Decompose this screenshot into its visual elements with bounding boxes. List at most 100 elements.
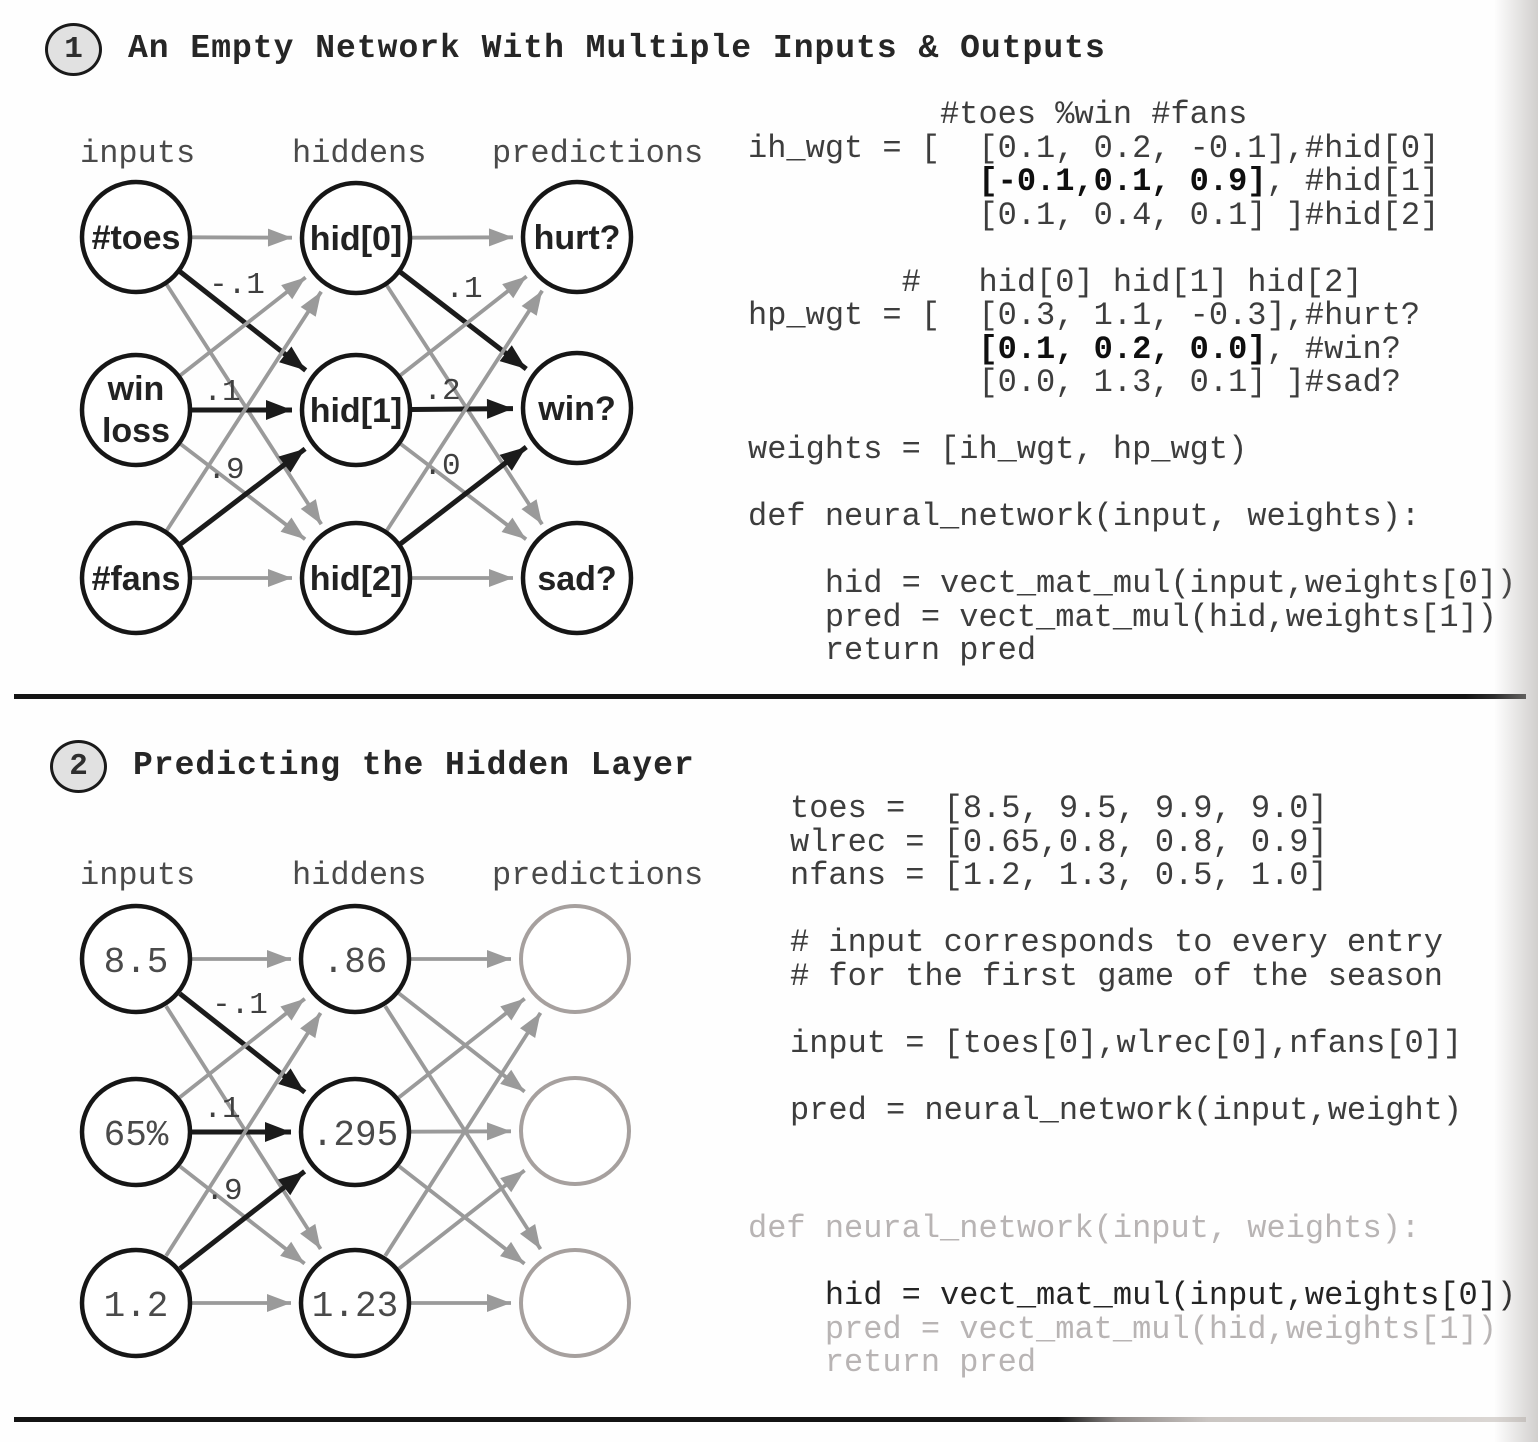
edge-i0-h1 [178, 269, 308, 373]
edge-i1-h2 [179, 442, 307, 541]
code-segment: [0.1, 0.4, 0.1] ]#hid[2] [748, 196, 1440, 234]
node-h2 [298, 1247, 412, 1359]
node-i0 [79, 179, 193, 295]
node-text-i1: win loss [102, 370, 170, 450]
edge-h1-p2 [398, 1164, 526, 1266]
edge-h0-p1 [398, 270, 528, 371]
edge-h0-p1 [397, 992, 526, 1094]
node-text-p2: sad? [537, 560, 616, 598]
node-p0 [520, 179, 634, 295]
section-divider [14, 694, 1526, 699]
weight-label: .1 [445, 272, 482, 307]
edge-h1-p0 [398, 274, 528, 377]
node-text-p0: hurt? [534, 219, 621, 257]
edge-h1-p0 [397, 997, 526, 1099]
code-segment: def neural_network(input, weights): [748, 1210, 1421, 1247]
node-text-i0: 8.5 [104, 942, 169, 983]
edge-i1-h0 [178, 997, 306, 1099]
page-bottom-rule [14, 1417, 1526, 1422]
code-line: nfans = [1.2, 1.3, 0.5, 1.0] [790, 859, 1462, 893]
node-text-i2: 1.2 [104, 1286, 169, 1327]
code-segment: # hid[0] hid[1] hid[2] [748, 263, 1363, 301]
code-line: def neural_network(input, weights): [748, 1212, 1516, 1246]
code-segment: hp_wgt = [ [0.3, 1.1, -0.3],#hurt? [748, 297, 1421, 334]
code-line: #toes %win #fans [748, 98, 1516, 132]
code-line: input = [toes[0],wlrec[0],nfans[0]] [790, 1024, 1463, 1062]
code-segment: toes = [8.5, 9.5, 9.9, 9.0] [790, 790, 1328, 827]
node-h1 [299, 352, 413, 468]
code-segment: return pred [748, 632, 1037, 669]
weight-label: .9 [205, 1174, 242, 1209]
section-2-heading: 2 Predicting the Hidden Layer [50, 740, 695, 793]
code-segment: ih_wgt = [ [0.1, 0.2, -0.1],#hid[0] [748, 129, 1440, 167]
code-weight-matrices: #toes %win #fans ih_wgt = [ [0.1, 0.2, -0… [748, 98, 1516, 668]
edge-h2-p1 [398, 445, 528, 546]
edge-i2-h1 [178, 1169, 307, 1271]
empty-network-diagram: inputs hiddens predictions #toes win loss #fan… [79, 135, 703, 636]
code-segment: [0.1, 0.2, 0.0] [978, 330, 1267, 368]
node-h1 [298, 1076, 412, 1188]
column-label: inputs [80, 135, 195, 172]
node-h0 [298, 903, 412, 1015]
edge-h0-p2 [384, 283, 544, 526]
code-line: [0.1, 0.2, 0.0], #win? [748, 330, 1516, 368]
edge-i1-h0 [178, 275, 307, 377]
section-2-badge: 2 [50, 740, 107, 793]
edge-i0-h1 [178, 991, 307, 1095]
node-text-h1: hid[1] [310, 392, 403, 430]
section-1-heading: 1 An Empty Network With Multiple Inputs … [45, 23, 1106, 76]
node-text-h1: .295 [312, 1115, 398, 1156]
weight-label: -.1 [209, 268, 265, 303]
code-line [748, 534, 1516, 568]
code-line [790, 1060, 1462, 1094]
code-segment: [-0.1,0.1, 0.9] [978, 163, 1267, 200]
code-segment: pred = neural_network(input,weight) [790, 1091, 1463, 1129]
code-line: weights = [ih_wgt, hp_wgt) [748, 433, 1516, 467]
code-line: toes = [8.5, 9.5, 9.9, 9.0] [790, 792, 1462, 826]
code-segment: pred = vect_mat_mul(hid,weights[1]) [748, 1310, 1497, 1348]
column-label: predictions [492, 135, 703, 172]
node-i2 [79, 520, 193, 636]
code-segment: # for the first game of the season [790, 957, 1443, 995]
weight-label: -.1 [212, 988, 268, 1023]
code-segment: , #win? [1266, 330, 1401, 368]
edge-h0-p2 [383, 1005, 543, 1251]
node-h0 [299, 180, 413, 296]
node-i1 [79, 352, 193, 468]
code-line: pred = vect_mat_mul(hid,weights[1]) [748, 1310, 1516, 1348]
column-label: inputs [80, 857, 195, 894]
code-line: ih_wgt = [ [0.1, 0.2, -0.1],#hid[0] [748, 129, 1516, 167]
edge-h1-p2 [399, 442, 528, 541]
code-line: # input corresponds to every entry [790, 926, 1462, 960]
section-1-title: An Empty Network With Multiple Inputs & … [128, 30, 1106, 68]
column-label: hiddens [292, 135, 426, 172]
code-line [790, 893, 1462, 927]
node-text-i2: #fans [92, 560, 181, 598]
node-i0 [79, 903, 193, 1015]
code-segment: nfans = [1.2, 1.3, 0.5, 1.0] [790, 857, 1328, 894]
code-line: [0.0, 1.3, 0.1] ]#sad? [748, 366, 1516, 400]
node-text-h2: 1.23 [312, 1286, 398, 1327]
code-line: # hid[0] hid[1] hid[2] [748, 263, 1516, 301]
code-line: [0.1, 0.4, 0.1] ]#hid[2] [748, 196, 1516, 234]
weight-label: .1 [203, 375, 240, 410]
node-p1 [520, 350, 634, 466]
code-line: hp_wgt = [ [0.3, 1.1, -0.3],#hurt? [748, 299, 1516, 333]
node-text-i0: #toes [92, 219, 181, 257]
edge-i2-h1 [178, 446, 307, 546]
code-segment: weights = [ih_wgt, hp_wgt) [748, 431, 1248, 468]
code-input-data: toes = [8.5, 9.5, 9.9, 9.0] wlrec = [0.65… [790, 792, 1462, 1127]
code-line: pred = neural_network(input,weight) [790, 1091, 1463, 1129]
code-segment: input = [toes[0],wlrec[0],nfans[0]] [790, 1024, 1463, 1062]
code-segment: wlrec = [0.65,0.8, 0.8, 0.9] [790, 823, 1328, 861]
code-segment: #toes %win #fans [748, 96, 1248, 133]
code-line [790, 993, 1462, 1027]
code-line: pred = vect_mat_mul(hid,weights[1]) [748, 600, 1516, 635]
weight-label: .9 [207, 453, 244, 488]
code-line [748, 400, 1516, 434]
node-h2 [299, 520, 413, 636]
code-line: return pred [748, 1346, 1516, 1380]
edge-i2-h0 [164, 290, 323, 533]
